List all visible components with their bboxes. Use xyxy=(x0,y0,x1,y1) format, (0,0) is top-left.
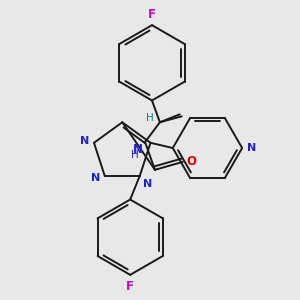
Text: N: N xyxy=(143,179,152,189)
Text: N: N xyxy=(133,143,143,156)
Text: F: F xyxy=(148,8,156,21)
Text: H: H xyxy=(146,113,154,123)
Text: N: N xyxy=(91,173,100,183)
Text: O: O xyxy=(187,155,197,168)
Text: N: N xyxy=(80,136,89,146)
Text: N: N xyxy=(247,143,256,153)
Text: H: H xyxy=(131,150,139,160)
Text: F: F xyxy=(126,280,134,293)
